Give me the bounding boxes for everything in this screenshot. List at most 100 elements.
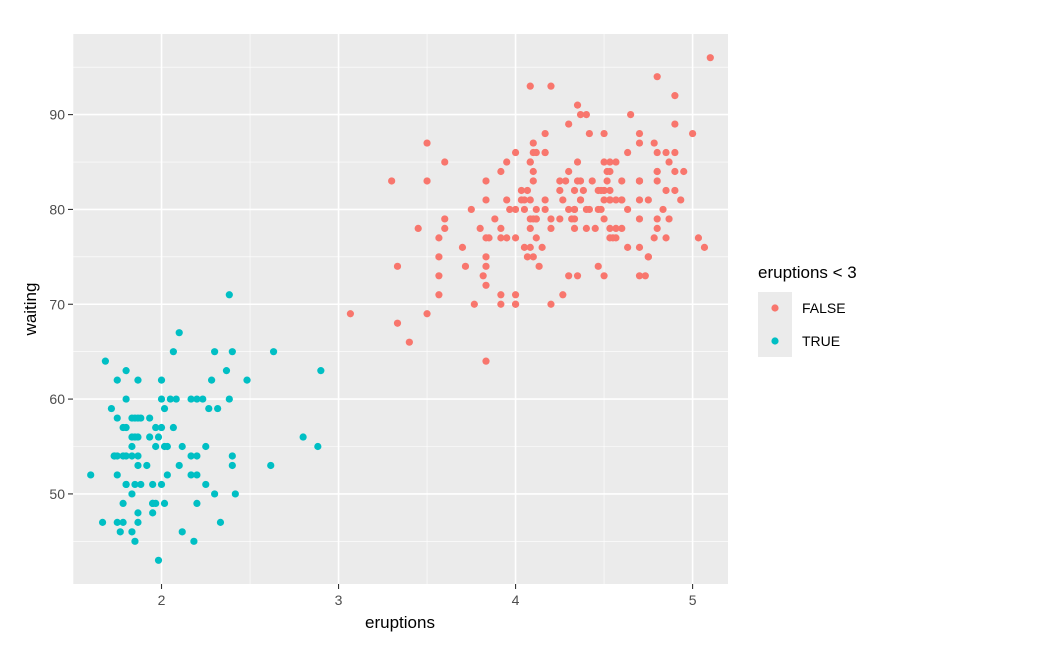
legend: eruptions < 3 FALSE TRUE xyxy=(758,263,857,357)
data-point-false xyxy=(618,224,626,232)
data-point-false xyxy=(520,196,529,204)
data-point-true xyxy=(149,480,157,489)
data-point-true xyxy=(122,367,130,375)
data-point-false xyxy=(541,148,549,157)
data-point-true xyxy=(228,452,236,460)
data-point-true xyxy=(134,376,142,384)
data-point-false xyxy=(597,205,605,214)
data-point-false xyxy=(414,224,422,232)
data-point-false xyxy=(523,186,532,195)
data-point-false xyxy=(511,291,520,299)
data-point-true xyxy=(193,471,201,479)
data-point-true xyxy=(193,452,201,460)
data-point-false xyxy=(600,196,608,204)
data-point-false xyxy=(662,148,670,157)
data-point-false xyxy=(594,262,602,270)
data-point-true xyxy=(160,404,169,413)
data-point-false xyxy=(662,186,670,195)
data-point-true xyxy=(199,395,207,403)
legend-key-false xyxy=(771,304,779,312)
data-point-false xyxy=(706,54,714,62)
data-point-false xyxy=(585,129,593,138)
data-point-false xyxy=(497,167,505,176)
data-point-false xyxy=(535,262,543,270)
data-point-true xyxy=(211,490,219,498)
data-point-false xyxy=(491,215,499,223)
data-point-false xyxy=(497,234,505,242)
data-point-true xyxy=(128,442,136,451)
data-point-true xyxy=(169,348,177,356)
data-point-false xyxy=(576,196,585,204)
data-point-false xyxy=(694,234,703,242)
data-point-true xyxy=(152,442,160,451)
data-point-false xyxy=(556,215,564,223)
data-point-false xyxy=(467,205,475,214)
data-point-true xyxy=(128,528,136,536)
data-point-false xyxy=(688,129,697,138)
data-point-false xyxy=(606,224,614,232)
data-point-true xyxy=(113,471,121,479)
data-point-false xyxy=(653,224,661,232)
data-point-false xyxy=(482,357,490,365)
data-point-true xyxy=(225,395,233,403)
data-point-false xyxy=(541,129,549,138)
data-point-false xyxy=(662,234,670,242)
data-point-true xyxy=(131,480,139,489)
legend-label-false: FALSE xyxy=(802,300,846,316)
data-point-false xyxy=(600,272,608,280)
data-point-false xyxy=(665,215,673,223)
data-point-false xyxy=(511,205,520,214)
data-point-true xyxy=(122,480,130,489)
data-point-true xyxy=(131,537,139,545)
data-point-false xyxy=(635,177,644,185)
data-point-false xyxy=(511,234,520,242)
data-point-false xyxy=(503,234,511,242)
data-point-true xyxy=(169,423,177,432)
data-point-false xyxy=(441,215,449,223)
data-point-false xyxy=(532,148,540,157)
data-point-false xyxy=(470,300,478,308)
data-point-true xyxy=(172,395,180,403)
y-tick-label: 90 xyxy=(49,107,65,123)
data-point-false xyxy=(547,82,555,90)
data-point-false xyxy=(612,224,620,232)
data-point-true xyxy=(119,518,127,526)
data-point-true xyxy=(228,461,236,470)
data-point-true xyxy=(154,556,163,564)
data-point-true xyxy=(205,404,213,413)
data-point-false xyxy=(435,234,443,242)
data-point-true xyxy=(187,471,195,479)
y-tick-label: 60 xyxy=(49,391,65,407)
data-point-true xyxy=(225,291,233,299)
data-point-true xyxy=(267,461,275,470)
y-axis-title: waiting xyxy=(21,283,40,337)
data-point-false xyxy=(565,167,573,176)
data-point-true xyxy=(128,414,136,422)
data-point-true xyxy=(116,528,124,536)
data-point-false xyxy=(517,186,526,195)
data-point-false xyxy=(520,205,529,214)
data-point-false xyxy=(650,139,658,147)
data-point-false xyxy=(565,272,573,280)
data-point-true xyxy=(110,452,118,460)
data-point-false xyxy=(532,205,540,214)
data-point-false xyxy=(570,205,579,214)
data-point-false xyxy=(388,177,396,185)
data-point-false xyxy=(624,243,632,251)
data-point-true xyxy=(190,537,198,545)
data-point-true xyxy=(175,461,183,470)
data-point-true xyxy=(175,329,183,337)
data-point-false xyxy=(559,196,567,204)
data-point-false xyxy=(612,158,620,166)
y-tick-label: 70 xyxy=(49,296,65,312)
x-tick-label: 5 xyxy=(689,592,697,608)
data-point-true xyxy=(299,433,307,441)
data-point-false xyxy=(671,167,679,176)
data-point-false xyxy=(671,120,679,128)
data-point-true xyxy=(154,433,163,441)
data-point-false xyxy=(461,262,470,270)
data-point-false xyxy=(671,148,679,157)
data-point-false xyxy=(618,196,626,204)
data-point-true xyxy=(314,442,322,451)
data-point-false xyxy=(665,158,673,166)
